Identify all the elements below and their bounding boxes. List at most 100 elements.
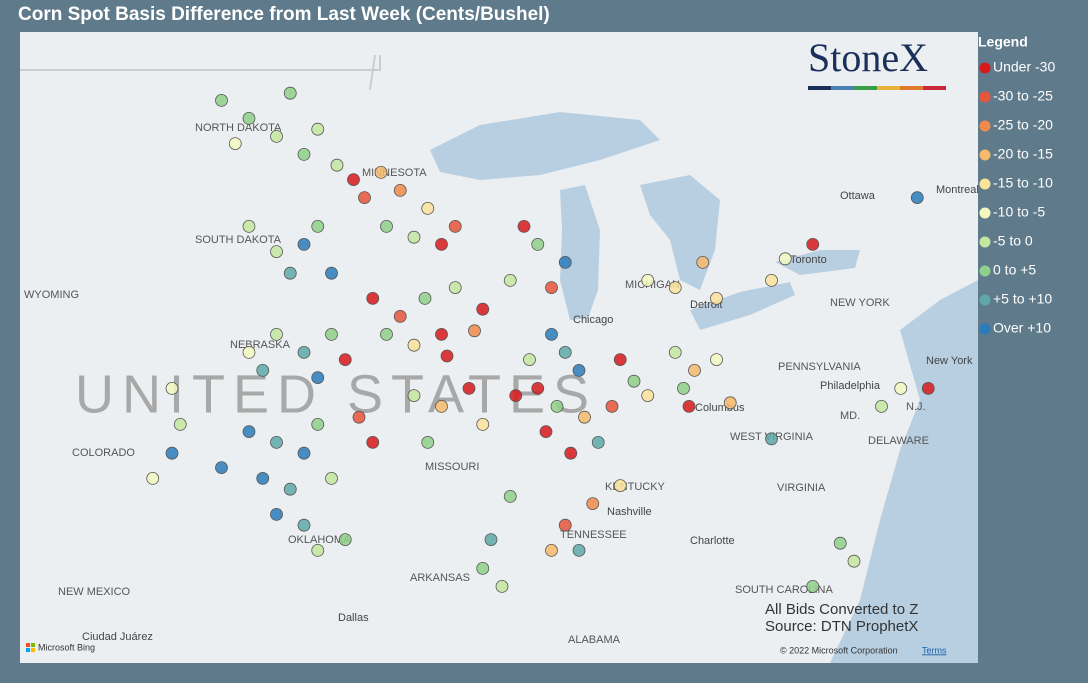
bid-point <box>448 281 462 295</box>
bid-point <box>710 353 723 367</box>
bid-point <box>374 165 388 179</box>
bid-point <box>806 237 820 251</box>
bid-point <box>325 471 338 485</box>
title: Corn Spot Basis Difference from Last Wee… <box>18 4 550 25</box>
bid-point <box>503 489 517 503</box>
map-label: MISSOURI <box>425 461 479 473</box>
note: Source: DTN ProphetX <box>765 618 918 635</box>
bid-point <box>668 345 682 359</box>
bid-point <box>173 417 187 431</box>
map-label: Chicago <box>573 314 613 326</box>
dots <box>146 86 935 593</box>
map-label: ALABAMA <box>568 634 621 646</box>
bid-point <box>358 191 371 205</box>
bid-point <box>586 497 600 511</box>
map-label: N.J. <box>906 401 926 413</box>
bid-point <box>270 327 283 341</box>
bid-point <box>242 112 256 125</box>
terms-link[interactable]: Terms <box>922 645 947 655</box>
bid-point <box>765 273 778 287</box>
bid-point <box>440 349 454 363</box>
bid-point <box>330 158 344 172</box>
bid-point <box>517 219 531 233</box>
ocean <box>830 280 978 663</box>
map-label: New York <box>926 355 973 367</box>
bid-point <box>641 389 655 403</box>
bid-point <box>270 435 283 449</box>
bid-point <box>393 183 407 197</box>
bid-point <box>380 327 393 341</box>
bid-point <box>270 508 283 521</box>
legend-swatch <box>979 91 991 103</box>
map-label: Toronto <box>790 254 827 266</box>
bid-point <box>696 255 710 269</box>
legend-swatch <box>979 323 991 335</box>
bid-point <box>325 266 338 280</box>
map-label: Ciudad Juárez <box>82 631 153 643</box>
bid-point <box>875 399 888 413</box>
legend-swatch <box>979 294 991 306</box>
bid-point <box>256 363 270 377</box>
bid-point <box>723 396 737 410</box>
bid-point <box>545 327 558 341</box>
legend-swatch <box>979 178 991 190</box>
map-label: MD. <box>840 410 860 422</box>
bid-point <box>270 245 283 259</box>
bing-logo: Microsoft Bing <box>38 642 95 652</box>
map-label: MICHIGAN <box>625 279 680 291</box>
map-label: OKLAHOMA <box>288 534 351 546</box>
bid-point <box>435 327 448 341</box>
bid-point <box>495 580 509 593</box>
map-label: COLORADO <box>72 447 135 459</box>
bid-point <box>338 533 352 546</box>
bid-point <box>146 471 160 485</box>
legend-swatch <box>979 236 991 248</box>
bid-point <box>833 536 847 550</box>
map-label: Ottawa <box>840 190 876 202</box>
bid-point <box>476 302 490 316</box>
map-label: MINNESOTA <box>362 167 427 179</box>
country-label: UNITED STATES <box>75 364 597 424</box>
map-label: SOUTH DAKOTA <box>195 234 282 246</box>
map-label: Charlotte <box>690 535 735 547</box>
map-label: Dallas <box>338 612 369 624</box>
bid-point <box>572 544 586 557</box>
bid-point <box>283 86 297 100</box>
bid-point <box>539 425 553 439</box>
bid-point <box>545 281 558 295</box>
legend-label: -10 to -5 <box>993 204 1045 220</box>
bid-point <box>448 219 462 233</box>
legend-swatch <box>979 207 991 219</box>
bid-point <box>407 389 421 403</box>
bid-point <box>418 291 432 305</box>
border <box>20 54 381 91</box>
bid-point <box>572 363 586 377</box>
bid-point <box>550 399 564 413</box>
bid-point <box>591 435 605 449</box>
legend-swatch <box>979 265 991 277</box>
bid-point <box>523 353 536 367</box>
bid-point <box>668 281 682 295</box>
bid-point <box>366 291 380 305</box>
map-label: TENNESSEE <box>560 529 627 541</box>
labels: NORTH DAKOTA MINNESOTA SOUTH DAKOTA WYOMING… <box>24 122 978 646</box>
legend-swatch <box>979 120 991 132</box>
map-label: Columbus <box>695 402 745 414</box>
map-label: WYOMING <box>24 289 79 301</box>
bid-point <box>613 353 627 367</box>
legend-swatch <box>979 149 991 161</box>
bid-point <box>847 554 861 568</box>
bid-point <box>765 432 778 446</box>
legend-label: Over +10 <box>993 320 1051 336</box>
bid-point <box>297 345 311 359</box>
bid-point <box>682 399 696 413</box>
legend-label: +5 to +10 <box>993 291 1052 307</box>
bid-point <box>558 345 572 359</box>
bid-point <box>283 266 297 280</box>
bid-point <box>531 381 545 395</box>
bid-point <box>605 399 619 413</box>
bid-point <box>421 435 435 449</box>
bid-point <box>531 237 545 251</box>
bid-point <box>421 201 435 215</box>
